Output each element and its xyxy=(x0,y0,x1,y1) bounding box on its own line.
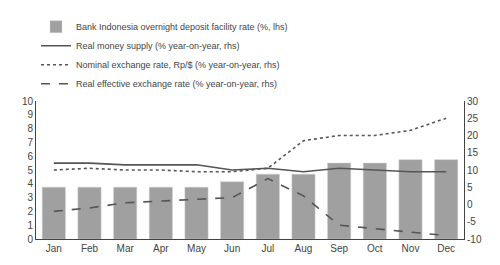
svg-text:Nominal exchange rate, Rp/$ (%: Nominal exchange rate, Rp/$ (% year-on-y… xyxy=(76,60,280,70)
svg-text:8: 8 xyxy=(27,123,33,134)
svg-text:-5: -5 xyxy=(467,216,476,227)
svg-text:Jan: Jan xyxy=(46,243,62,254)
svg-text:15: 15 xyxy=(467,147,479,158)
svg-text:-10: -10 xyxy=(467,234,482,245)
svg-text:4: 4 xyxy=(27,178,33,189)
svg-text:Sep: Sep xyxy=(330,243,348,254)
svg-text:Real money supply (% year-on-y: Real money supply (% year-on-year, rhs) xyxy=(76,41,240,51)
svg-text:5: 5 xyxy=(27,165,33,176)
svg-text:3: 3 xyxy=(27,192,33,203)
svg-text:0: 0 xyxy=(467,199,473,210)
svg-text:Jul: Jul xyxy=(261,243,274,254)
svg-text:2: 2 xyxy=(27,206,33,217)
svg-text:Real effective exchange rate (: Real effective exchange rate (% year-on-… xyxy=(76,79,277,89)
svg-text:Oct: Oct xyxy=(367,243,383,254)
svg-text:Jun: Jun xyxy=(224,243,240,254)
svg-text:Mar: Mar xyxy=(117,243,135,254)
svg-text:6: 6 xyxy=(27,151,33,162)
svg-text:Aug: Aug xyxy=(295,243,313,254)
svg-text:Apr: Apr xyxy=(153,243,169,254)
svg-text:20: 20 xyxy=(467,130,479,141)
svg-text:10: 10 xyxy=(467,165,479,176)
svg-text:1: 1 xyxy=(27,220,33,231)
svg-text:5: 5 xyxy=(467,182,473,193)
svg-text:10: 10 xyxy=(22,96,34,107)
svg-text:7: 7 xyxy=(27,137,33,148)
svg-text:Nov: Nov xyxy=(402,243,420,254)
svg-text:May: May xyxy=(187,243,206,254)
svg-text:Bank Indonesia overnight depos: Bank Indonesia overnight deposit facilit… xyxy=(76,22,288,32)
svg-text:0: 0 xyxy=(27,234,33,245)
svg-text:25: 25 xyxy=(467,113,479,124)
svg-text:Dec: Dec xyxy=(437,243,455,254)
svg-text:Feb: Feb xyxy=(81,243,99,254)
svg-text:9: 9 xyxy=(27,109,33,120)
svg-text:30: 30 xyxy=(467,96,479,107)
